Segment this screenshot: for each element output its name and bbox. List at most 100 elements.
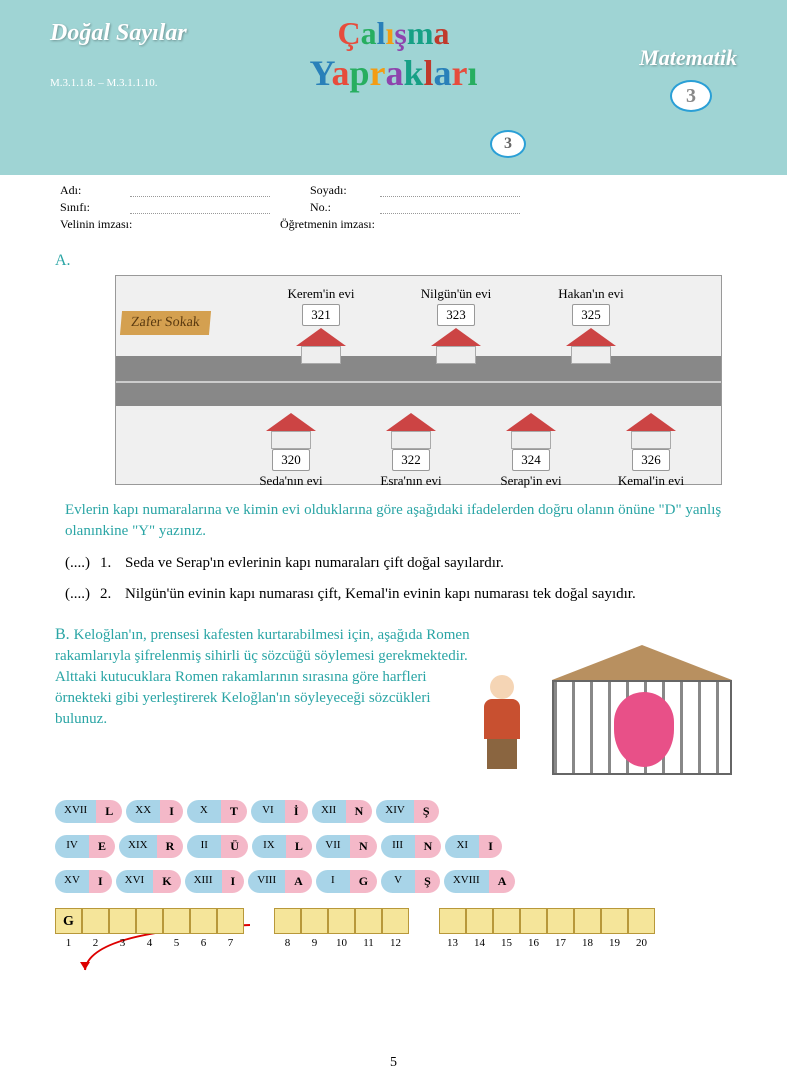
house-number: 325 xyxy=(572,304,610,326)
roman-numeral: X xyxy=(187,800,221,823)
answer-box[interactable]: 14 xyxy=(466,908,493,934)
cipher-letter: I xyxy=(222,870,245,893)
cipher-pill: IIÜ xyxy=(187,835,248,858)
answer-box[interactable]: 17 xyxy=(547,908,574,934)
house-owner: Nilgün'ün evi xyxy=(411,286,501,302)
parent-sig-label: Velinin imzası: xyxy=(60,217,160,232)
roman-numeral: XIII xyxy=(185,870,222,893)
answer-box[interactable]: 19 xyxy=(601,908,628,934)
no-label: No.: xyxy=(310,200,380,215)
q2-blank[interactable]: (....) xyxy=(65,583,100,606)
cipher-pill: VŞ xyxy=(381,870,440,893)
roman-numeral: XI xyxy=(445,835,479,858)
answer-box[interactable]: 20 xyxy=(628,908,655,934)
cipher-pill: XVIK xyxy=(116,870,181,893)
question-1: (....) 1. Seda ve Serap'ın evlerinin kap… xyxy=(65,552,722,575)
answer-group: 1314151617181920 xyxy=(439,908,655,934)
answer-box[interactable]: G1 xyxy=(55,908,82,934)
house-owner: Hakan'ın evi xyxy=(546,286,636,302)
cipher-letter: A xyxy=(489,870,516,893)
cipher-pill: IXL xyxy=(252,835,312,858)
cipher-pill: IG xyxy=(316,870,377,893)
cipher-pill: VIIN xyxy=(316,835,377,858)
cipher-pill: XVI xyxy=(55,870,112,893)
answer-group: 89101112 xyxy=(274,908,409,934)
answer-box[interactable]: 8 xyxy=(274,908,301,934)
answer-box[interactable]: 4 xyxy=(136,908,163,934)
cipher-letter: Ş xyxy=(414,800,439,823)
cipher-letter: I xyxy=(479,835,502,858)
box-number: 15 xyxy=(494,937,519,949)
cipher-pill: XXI xyxy=(126,800,183,823)
box-number: 12 xyxy=(383,937,408,949)
cipher-letter: G xyxy=(350,870,377,893)
worksheet-number-badge: 3 xyxy=(490,130,526,158)
question-2: (....) 2. Nilgün'ün evinin kapı numarası… xyxy=(65,583,722,606)
roman-numeral: III xyxy=(381,835,415,858)
house-number: 321 xyxy=(302,304,340,326)
answer-box[interactable]: 18 xyxy=(574,908,601,934)
surname-field[interactable] xyxy=(380,183,520,197)
answer-box[interactable]: 5 xyxy=(163,908,190,934)
subject-title: Matematik xyxy=(639,45,737,71)
box-number: 19 xyxy=(602,937,627,949)
box-number: 5 xyxy=(164,937,189,949)
main-title: Çalışma Yaprakları xyxy=(309,15,477,94)
house: 326Kemal'in evi xyxy=(606,411,696,489)
answer-box[interactable]: 13 xyxy=(439,908,466,934)
cipher-pill: XIIII xyxy=(185,870,245,893)
house-owner: Serap'in evi xyxy=(486,473,576,489)
answer-box[interactable]: 11 xyxy=(355,908,382,934)
box-number: 18 xyxy=(575,937,600,949)
house-owner: Esra'nın evi xyxy=(366,473,456,489)
box-number: 16 xyxy=(521,937,546,949)
box-number: 9 xyxy=(302,937,327,949)
surname-label: Soyadı: xyxy=(310,183,380,198)
answer-box[interactable]: 6 xyxy=(190,908,217,934)
cipher-pill: XII xyxy=(445,835,502,858)
answer-box[interactable]: 10 xyxy=(328,908,355,934)
q1-blank[interactable]: (....) xyxy=(65,552,100,575)
box-number: 17 xyxy=(548,937,573,949)
house-owner: Kemal'in evi xyxy=(606,473,696,489)
q1-text: Seda ve Serap'ın evlerinin kapı numarala… xyxy=(125,552,722,575)
page-number: 5 xyxy=(390,1055,397,1071)
house-number: 322 xyxy=(392,449,430,471)
cipher-letter: A xyxy=(285,870,312,893)
class-label: Sınıfı: xyxy=(60,200,130,215)
cage-icon xyxy=(552,645,732,775)
answer-box[interactable]: 9 xyxy=(301,908,328,934)
roman-numeral: IV xyxy=(55,835,89,858)
name-field[interactable] xyxy=(130,183,270,197)
box-number: 7 xyxy=(218,937,243,949)
cage-illustration xyxy=(472,625,732,785)
cipher-letter: Ü xyxy=(221,835,248,858)
roman-numeral: XII xyxy=(312,800,346,823)
roman-numeral: XVIII xyxy=(444,870,489,893)
princess-icon xyxy=(614,692,674,767)
roman-numeral: XVI xyxy=(116,870,154,893)
house: Nilgün'ün evi323 xyxy=(411,286,501,364)
class-field[interactable] xyxy=(130,200,270,214)
house: 324 Serap'in evi xyxy=(486,411,576,489)
no-field[interactable] xyxy=(380,200,520,214)
section-a-instruction: Evlerin kapı numaralarına ve kimin evi o… xyxy=(65,500,722,542)
house-number: 320 xyxy=(272,449,310,471)
roman-numeral: XV xyxy=(55,870,89,893)
cipher-pill: VIIIA xyxy=(248,870,312,893)
answer-box[interactable]: 3 xyxy=(109,908,136,934)
cipher-letter: N xyxy=(415,835,442,858)
house: 322 Esra'nın evi xyxy=(366,411,456,489)
answer-box[interactable]: 16 xyxy=(520,908,547,934)
answer-box[interactable]: 7 xyxy=(217,908,244,934)
roman-numeral: II xyxy=(187,835,221,858)
house: Hakan'ın evi 325 xyxy=(546,286,636,364)
house-number: 324 xyxy=(512,449,550,471)
house-owner: Seda'nın evi xyxy=(246,473,336,489)
answer-letter: G xyxy=(56,909,81,935)
answer-box[interactable]: 15 xyxy=(493,908,520,934)
answer-box[interactable]: 12 xyxy=(382,908,409,934)
roman-numeral: I xyxy=(316,870,350,893)
answer-box[interactable]: 2 xyxy=(82,908,109,934)
section-b-letter: B. xyxy=(55,626,70,643)
